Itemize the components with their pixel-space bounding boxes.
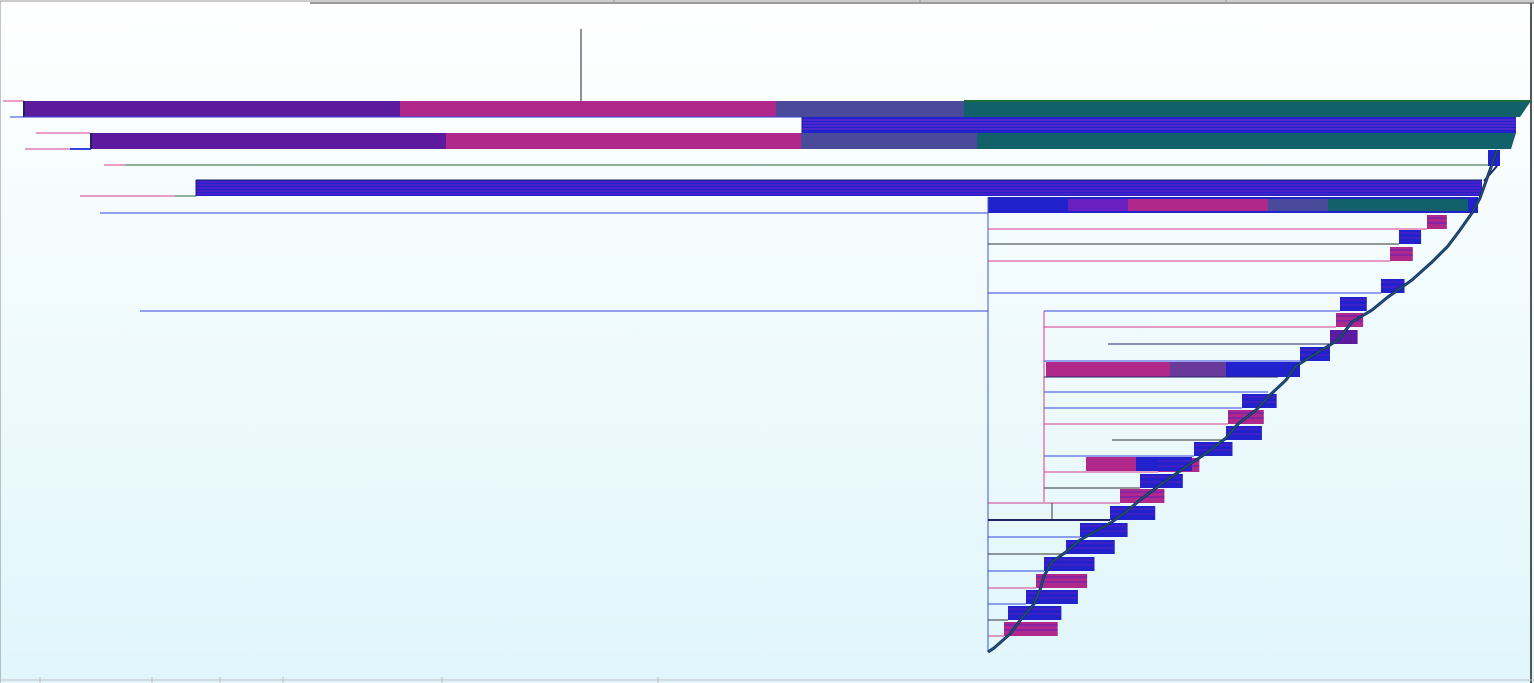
staircase-diagonal-accent	[987, 149, 1498, 653]
staircase-cluster-bar	[1427, 215, 1447, 229]
cluster-bar-1-teal	[964, 101, 1520, 117]
staircase-cluster-bar	[1340, 297, 1367, 311]
cluster-bar-1-violet	[24, 101, 400, 117]
cluster-bar-5-slate	[1268, 199, 1328, 211]
cluster-bar-5-teal	[1328, 199, 1468, 211]
cluster-bar-7-magenta	[1086, 457, 1136, 471]
cluster-bar-3-magenta	[446, 133, 801, 149]
cluster-bar-1-tip	[1520, 101, 1531, 117]
cluster-bar-6-slate	[1170, 362, 1226, 377]
cluster-bar-6-magenta	[1046, 362, 1170, 377]
cluster-bar-3-tip	[1511, 133, 1516, 149]
cluster-bar-6-blue	[1226, 362, 1300, 377]
cluster-bar-1-slate	[776, 101, 964, 117]
cluster-bar-5-violet	[1068, 199, 1128, 211]
cluster-bar-1-magenta	[400, 101, 776, 117]
staircase-cluster-bar	[1390, 247, 1413, 261]
staircase-cluster-bar	[1399, 230, 1422, 244]
staircase-cluster-bar	[1120, 489, 1165, 503]
cluster-bar-3-slate	[801, 133, 977, 149]
cluster-bar-3-violet	[91, 133, 446, 149]
staircase-cluster-bar	[1008, 606, 1062, 620]
cluster-bar-3-teal	[977, 133, 1511, 149]
cluster-bar-5-magenta	[1128, 199, 1268, 211]
cluster-bar-2-blue	[802, 117, 1516, 133]
